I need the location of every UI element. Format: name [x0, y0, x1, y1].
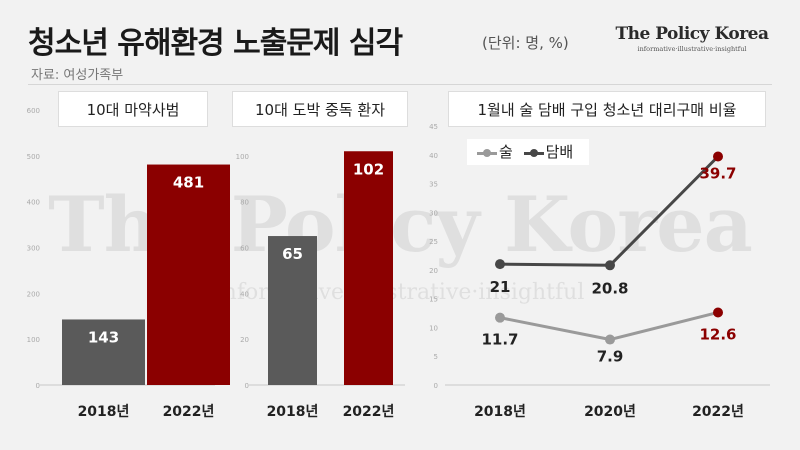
series-data-label-alcohol: 11.7: [481, 331, 518, 349]
legend-swatch-alcohol: [477, 148, 497, 158]
brand-tagline: informative·illustrative·insightful: [637, 45, 747, 53]
drug-xtick-label: 2018년: [78, 404, 130, 420]
drug-ytick-label: 500: [27, 153, 40, 161]
gambling-xtick-label: 2022년: [343, 404, 395, 420]
proxy-purchase-chart-title: 1월내 술 담배 구입 청소년 대리구매 비율: [448, 91, 766, 127]
legend-label-alcohol: 술: [499, 143, 513, 161]
drug-data-label: 143: [88, 328, 119, 346]
series-data-label-alcohol: 7.9: [597, 348, 624, 366]
legend-swatch-tobacco: [523, 148, 544, 158]
drug-ytick-label: 100: [27, 336, 40, 344]
page-title: 청소년 유해환경 노출문제 심각: [28, 26, 403, 61]
series-data-label-tobacco: 21: [490, 278, 511, 296]
drug-bar-2018년: [62, 319, 145, 385]
line-ytick-label: 0: [434, 382, 438, 390]
brand-name: The Policy Korea: [615, 24, 769, 44]
gambling-bar-2022년: [344, 151, 393, 385]
line-xtick-label: 2018년: [474, 404, 526, 420]
gambling-ytick-label: 60: [240, 245, 249, 253]
drug-xtick-label: 2022년: [163, 404, 215, 420]
drug-chart-title: 10대 마약사범: [58, 91, 208, 127]
gambling-ytick-label: 0: [245, 382, 249, 390]
drug-ytick-label: 300: [27, 245, 40, 253]
line-ytick-label: 40: [429, 152, 438, 160]
line-chart-legend: 술 담배: [467, 139, 590, 165]
line-ytick-label: 20: [429, 267, 438, 275]
gambling-ytick-label: 80: [240, 199, 249, 207]
series-point-tobacco: [713, 151, 723, 162]
gambling-data-label: 102: [353, 160, 384, 178]
gambling-ytick-label: 40: [240, 290, 249, 298]
legend-item-tobacco: 담배: [523, 139, 574, 165]
line-ytick-label: 25: [429, 238, 438, 246]
drug-ytick-label: 0: [36, 382, 40, 390]
series-line-tobacco: [499, 155, 720, 267]
line-ytick-label: 35: [429, 181, 438, 189]
gambling-chart-title: 10대 도박 중독 환자: [232, 91, 408, 127]
legend-item-alcohol: 술: [477, 139, 513, 165]
gambling-bar-2018년: [268, 236, 317, 385]
series-data-label-tobacco: 20.8: [591, 279, 628, 297]
series-data-label-tobacco: 39.7: [699, 165, 736, 183]
line-ytick-label: 5: [434, 353, 438, 361]
drug-data-label: 481: [173, 174, 204, 192]
series-point-tobacco: [605, 260, 615, 271]
drug-bar-2022년: [147, 164, 230, 385]
line-xtick-label: 2020년: [584, 404, 636, 420]
gambling-xtick-label: 2018년: [267, 404, 319, 420]
drug-ytick-label: 400: [27, 199, 40, 207]
header-divider: [28, 84, 772, 85]
gambling-ytick-label: 20: [240, 336, 249, 344]
drug-ytick-label: 200: [27, 290, 40, 298]
line-ytick-label: 10: [429, 324, 438, 332]
line-ytick-label: 30: [429, 209, 438, 217]
gambling-data-label: 65: [282, 245, 303, 263]
source-label: 자료: 여성가족부: [31, 68, 124, 83]
brand-logo: The Policy Korea informative·illustrativ…: [612, 24, 772, 53]
series-point-alcohol: [713, 307, 723, 318]
line-xtick-label: 2022년: [692, 404, 744, 420]
line-ytick-label: 45: [429, 123, 438, 131]
drug-ytick-label: 600: [27, 107, 40, 115]
line-ytick-label: 15: [429, 296, 438, 304]
series-point-tobacco: [495, 259, 505, 270]
series-point-alcohol: [495, 312, 505, 323]
series-point-alcohol: [605, 334, 615, 345]
unit-label: (단위: 명, %): [482, 34, 569, 52]
series-data-label-alcohol: 12.6: [699, 325, 736, 343]
legend-label-tobacco: 담배: [545, 143, 574, 161]
gambling-ytick-label: 100: [236, 153, 249, 161]
